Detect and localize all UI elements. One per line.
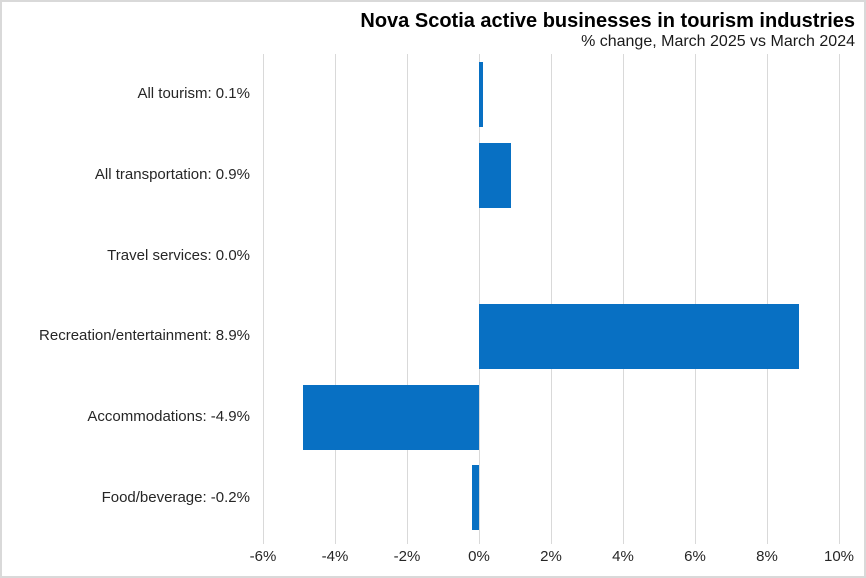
gridline--6pct [263,54,264,544]
category-label-all-transportation: All transportation: 0.9% [94,166,250,183]
x-tick-label-8pct: 8% [756,548,778,565]
gridline-10pct [839,54,840,544]
gridline-0pct [479,54,480,544]
gridline-6pct [695,54,696,544]
category-label-travel-services: Travel services: 0.0% [107,247,250,264]
gridline-2pct [551,54,552,544]
plot-area [263,54,840,544]
x-tick-label--2pct: -2% [393,548,421,565]
bar-recreation-entertainment [479,304,799,369]
x-tick-label--6pct: -6% [249,548,277,565]
bar-accommodations [303,385,479,450]
bar-all-transportation [479,143,511,208]
gridline-8pct [767,54,768,544]
chart-title: Nova Scotia active businesses in tourism… [360,10,855,32]
x-tick-label-6pct: 6% [684,548,706,565]
x-tick-label-4pct: 4% [612,548,634,565]
gridline--4pct [335,54,336,544]
x-tick-label-10pct: 10% [823,548,855,565]
gridline-4pct [623,54,624,544]
bar-all-tourism [479,62,483,127]
x-tick-label-2pct: 2% [540,548,562,565]
category-label-accommodations: Accommodations: -4.9% [87,408,250,425]
x-tick-label-0pct: 0% [468,548,490,565]
category-label-food-beverage: Food/beverage: -0.2% [101,489,250,506]
bar-food-beverage [472,465,479,530]
gridline--2pct [407,54,408,544]
category-label-all-tourism: All tourism: 0.1% [137,85,250,102]
chart-subtitle: % change, March 2025 vs March 2024 [581,33,855,50]
category-label-recreation-entertainment: Recreation/entertainment: 8.9% [39,327,250,344]
x-tick-label--4pct: -4% [321,548,349,565]
